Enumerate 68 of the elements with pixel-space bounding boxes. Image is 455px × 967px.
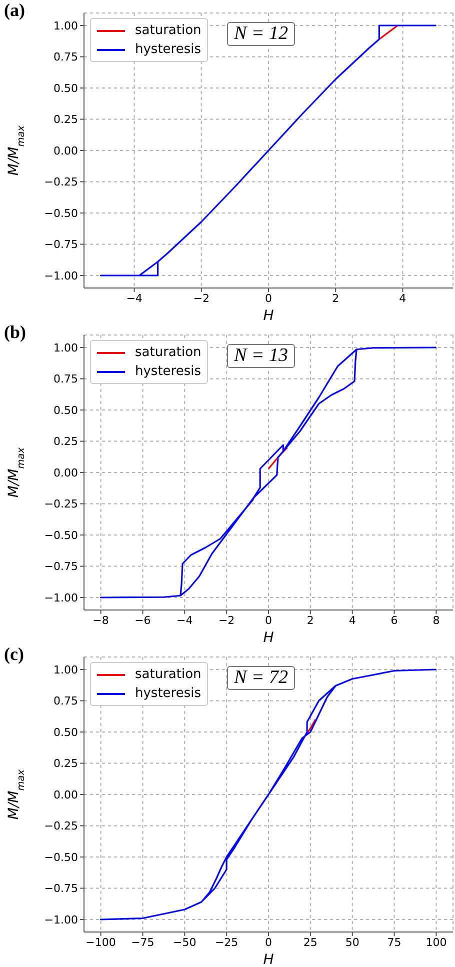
y-tick-label: −1.00: [44, 269, 78, 282]
y-tick-label: 0.25: [54, 113, 78, 126]
legend-label: hysteresis: [135, 685, 202, 703]
y-tick-label: 0.75: [54, 694, 78, 708]
x-tick-label: −8: [92, 614, 109, 627]
x-axis-title: H: [263, 630, 274, 646]
y-tick-label: 0.75: [54, 50, 78, 64]
y-tick-label: 0.50: [54, 82, 78, 95]
y-tick-label: 1.00: [54, 19, 78, 32]
y-tick-label: −1.00: [44, 913, 78, 926]
y-tick-label: −1.00: [44, 591, 78, 604]
y-tick-label: −0.50: [44, 850, 78, 864]
line-series: [100, 346, 438, 598]
annotation: N = 12: [227, 22, 295, 46]
chart-title: (c): [4, 644, 24, 664]
x-tick-label: −100: [86, 936, 116, 949]
chart-title: (b): [4, 322, 26, 342]
line-series: [100, 668, 438, 920]
x-tick-label: −4: [126, 292, 142, 305]
y-tick-label: 0.50: [54, 726, 78, 739]
chart-title: (a): [4, 0, 25, 20]
annotation: N = 13: [227, 344, 295, 368]
y-tick-label: −0.50: [44, 528, 78, 542]
x-tick-label: 25: [303, 936, 318, 949]
x-tick-label: 0: [265, 936, 272, 949]
x-tick-label: 2: [306, 614, 314, 627]
x-tick-label: 4: [399, 292, 406, 305]
y-tick-label: 0.75: [54, 372, 78, 386]
y-tick-label: 0.25: [54, 435, 78, 448]
x-tick-label: 0: [265, 614, 272, 627]
y-tick-label: 0.00: [54, 466, 78, 480]
annotation: N = 72: [227, 666, 295, 690]
y-tick-label: 0.50: [54, 404, 78, 417]
y-tick-label: 0.00: [54, 788, 78, 802]
x-tick-label: 6: [390, 614, 398, 627]
x-tick-label: 4: [348, 614, 356, 627]
x-tick-label: 100: [426, 936, 447, 949]
legend-label: saturation: [135, 22, 202, 40]
y-tick-label: 1.00: [54, 341, 78, 354]
line-series: [100, 24, 438, 276]
x-axis-title: H: [263, 308, 274, 324]
x-tick-label: 8: [432, 614, 440, 627]
legend-label: saturation: [135, 344, 202, 362]
x-tick-label: −75: [131, 936, 154, 949]
x-tick-label: 2: [332, 292, 340, 305]
y-tick-label: −0.25: [44, 498, 78, 511]
x-tick-label: −2: [218, 614, 235, 627]
x-tick-label: 75: [387, 936, 402, 949]
y-tick-label: 1.00: [54, 663, 78, 676]
x-tick-label: −2: [193, 292, 210, 305]
x-axis-title: H: [263, 952, 274, 967]
y-tick-label: −0.75: [44, 882, 78, 896]
y-tick-label: −0.75: [44, 238, 78, 252]
y-tick-label: −0.50: [44, 206, 78, 220]
x-tick-label: 0: [265, 292, 272, 305]
x-tick-label: −50: [173, 936, 196, 949]
y-tick-label: 0.25: [54, 757, 78, 770]
y-tick-label: −0.25: [44, 820, 78, 833]
legend-label: hysteresis: [135, 363, 202, 381]
x-tick-label: −6: [134, 614, 151, 627]
x-tick-label: 50: [345, 936, 360, 949]
x-tick-label: −4: [176, 614, 193, 627]
y-tick-label: 0.00: [54, 144, 78, 158]
x-tick-label: −25: [214, 936, 238, 949]
y-tick-label: −0.75: [44, 560, 78, 574]
legend-label: saturation: [135, 666, 202, 684]
legend-label: hysteresis: [135, 41, 202, 59]
y-tick-label: −0.25: [44, 176, 78, 189]
